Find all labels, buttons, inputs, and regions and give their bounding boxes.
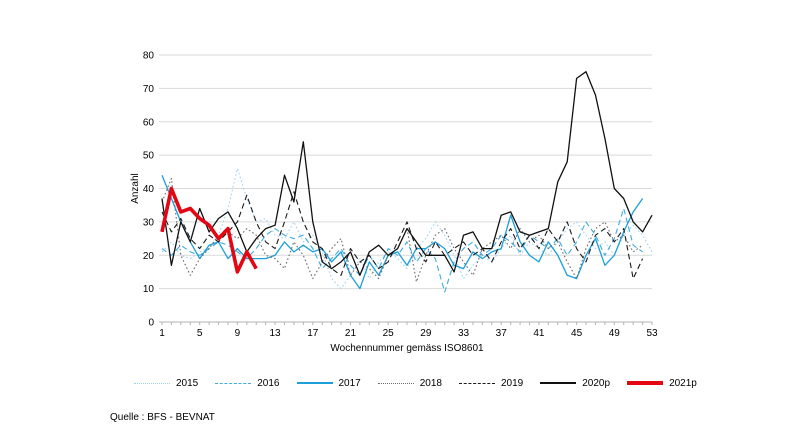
x-tick-label: 37 [496, 328, 508, 339]
legend-item-2015: 2015 [134, 378, 198, 389]
y-tick-label: 70 [143, 84, 155, 95]
source-note: Quelle : BFS - BEVNAT [110, 412, 215, 423]
legend-line-sample-2017 [296, 382, 333, 384]
legend-label-2018: 2018 [419, 377, 442, 389]
legend-label-2017: 2017 [338, 377, 361, 389]
y-tick-label: 60 [143, 117, 155, 128]
legend-line-sample-2020p [540, 382, 577, 384]
chart-legend: 2015 2016 2017 2018 2019 2020p 2021p [134, 375, 697, 391]
legend-item-2016: 2016 [215, 377, 280, 389]
x-tick-label: 17 [307, 328, 319, 339]
series-line-2015 [161, 167, 653, 290]
legend-label-2015: 2015 [176, 377, 199, 389]
legend-line-sample-2015 [134, 382, 170, 384]
legend-item-2018: 2018 [377, 377, 442, 389]
x-axis-title: Wochennummer gemäss ISO8601 [330, 343, 484, 354]
x-tick-label: 1 [159, 328, 165, 339]
x-tick-label: 33 [458, 328, 470, 339]
y-tick-label: 10 [143, 284, 155, 295]
y-tick-label: 20 [143, 251, 155, 262]
y-tick-label: 0 [148, 318, 154, 329]
legend-item-2020p: 2020p [540, 378, 610, 389]
legend-label-2019: 2019 [501, 377, 524, 389]
x-tick-label: 29 [420, 328, 432, 339]
x-tick-label: 41 [533, 328, 545, 339]
legend-item-2021p: 2021p [627, 378, 697, 389]
y-tick-label: 30 [143, 217, 155, 228]
legend-label-2021p: 2021p [669, 377, 697, 389]
y-axis-title: Anzahl [130, 173, 141, 204]
legend-item-2019: 2019 [459, 378, 523, 389]
series-line-2020p [161, 71, 653, 276]
x-tick-label: 53 [646, 328, 658, 339]
legend-item-2017: 2017 [296, 377, 361, 389]
y-tick-label: 80 [143, 51, 155, 62]
y-tick-label: 50 [143, 151, 155, 162]
x-tick-label: 5 [197, 328, 203, 339]
legend-line-sample-2021p [627, 381, 664, 385]
x-tick-label: 21 [345, 328, 357, 339]
series-line-2017 [161, 174, 644, 290]
series-line-2021p [160, 186, 258, 274]
x-tick-label: 13 [270, 328, 282, 339]
x-tick-label: 45 [571, 328, 583, 339]
legend-line-sample-2018 [377, 382, 414, 384]
x-tick-label: 25 [383, 328, 395, 339]
series-line-2019 [161, 191, 644, 280]
x-tick-label: 9 [235, 328, 241, 339]
x-tick-label: 49 [609, 328, 621, 339]
legend-label-2016: 2016 [257, 377, 280, 389]
series-line-2016 [161, 207, 643, 293]
y-tick-label: 40 [143, 184, 155, 195]
legend-line-sample-2016 [215, 382, 252, 384]
legend-line-sample-2019 [459, 382, 495, 384]
legend-label-2020p: 2020p [582, 377, 611, 389]
